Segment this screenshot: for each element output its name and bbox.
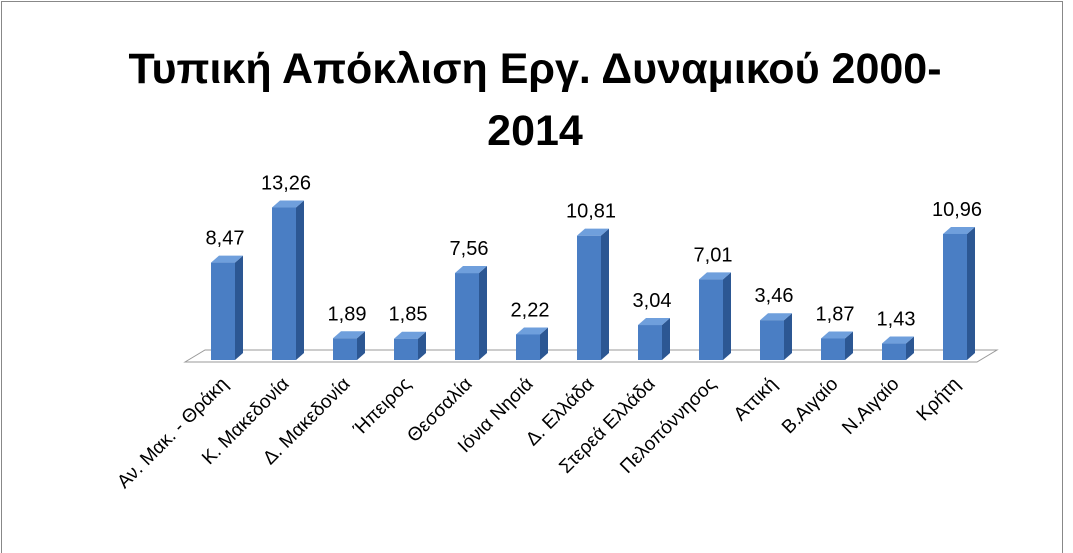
- bar-top: [333, 331, 365, 339]
- bar: [272, 207, 296, 360]
- chart-title: Τυπική Απόκλιση Εργ. Δυναμικού 2000-2014: [128, 45, 942, 155]
- bar-side: [906, 336, 914, 360]
- bar: [821, 338, 845, 360]
- bar: [882, 343, 906, 360]
- value-label: 8,47: [206, 228, 245, 250]
- value-label: 13,26: [261, 173, 311, 195]
- x-tick-label: Ν.Αιγαίο: [838, 374, 903, 439]
- x-tick-label: Αττική: [730, 374, 782, 426]
- bar-top: [272, 200, 304, 208]
- value-label: 1,85: [389, 304, 428, 326]
- bar-top: [516, 327, 548, 335]
- bar-side: [357, 331, 365, 360]
- value-label: 7,01: [694, 244, 733, 266]
- bar-side: [662, 318, 670, 360]
- bar-top: [943, 226, 975, 234]
- bar: [333, 338, 357, 360]
- value-label: 3,04: [633, 290, 672, 312]
- bar: [760, 320, 784, 360]
- bar: [577, 235, 601, 360]
- bar-top: [394, 331, 426, 339]
- bar-top: [882, 336, 914, 344]
- bar-top: [577, 228, 609, 236]
- bar-side: [540, 327, 548, 360]
- value-label: 1,87: [816, 303, 855, 325]
- bar-side: [235, 255, 243, 360]
- bar: [699, 279, 723, 360]
- bar-top: [638, 318, 670, 326]
- bar-side: [418, 331, 426, 360]
- bar-side: [845, 331, 853, 360]
- x-tick-label: Κρήτη: [913, 374, 965, 426]
- bar-side: [479, 266, 487, 360]
- x-tick-label: Αν. Μακ. - Θράκη: [113, 374, 232, 493]
- bar-top: [455, 266, 487, 274]
- bar-side: [784, 313, 792, 360]
- value-label: 7,56: [450, 238, 489, 260]
- value-label: 1,89: [328, 303, 367, 325]
- value-label: 10,81: [566, 201, 616, 223]
- bar-side: [723, 272, 731, 360]
- bar-top: [699, 272, 731, 280]
- bar: [943, 233, 967, 360]
- bar: [455, 273, 479, 360]
- value-label: 10,96: [932, 199, 982, 221]
- bar: [394, 338, 418, 360]
- bar-top: [821, 331, 853, 339]
- value-label: 1,43: [877, 309, 916, 331]
- bar-side: [967, 226, 975, 360]
- bar-side: [601, 228, 609, 360]
- bar-top: [211, 255, 243, 263]
- bar-top: [760, 313, 792, 321]
- bar: [211, 262, 235, 360]
- x-tick-label: Β.Αιγαίο: [778, 374, 842, 438]
- bar: [638, 325, 662, 360]
- value-label: 2,22: [511, 299, 550, 321]
- bar: [516, 334, 540, 360]
- bar-side: [296, 200, 304, 360]
- value-label: 3,46: [755, 285, 794, 307]
